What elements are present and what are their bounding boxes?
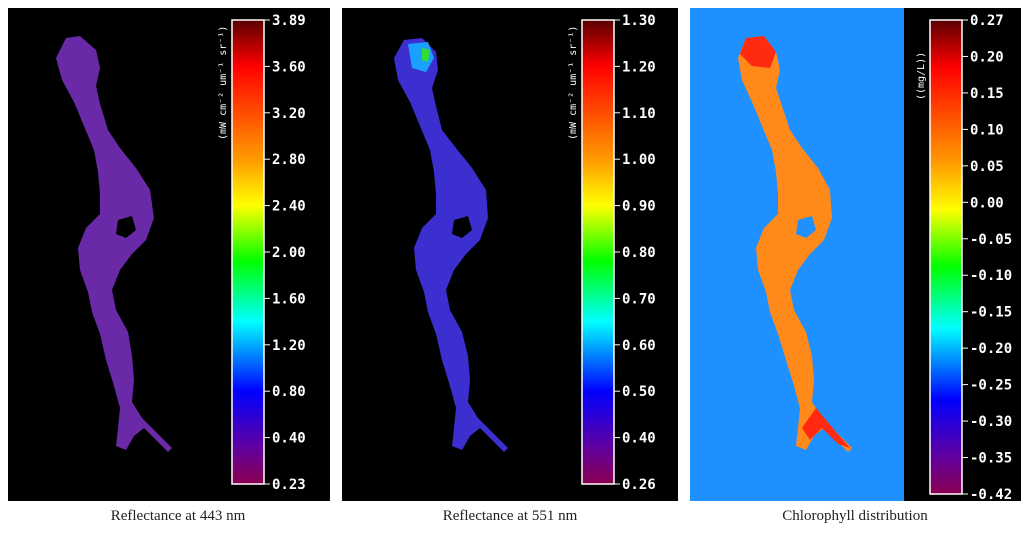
- colorbar-tick-label: 0.27: [970, 13, 1004, 29]
- colorbar-tick-label: 0.00: [970, 195, 1004, 211]
- colorbar-tick-label: 0.15: [970, 86, 1004, 102]
- colorbar-tick-label: 0.10: [970, 122, 1004, 138]
- colorbar-tick-label: 0.90: [622, 199, 656, 215]
- unit-label: ((mg/L)): [916, 52, 927, 100]
- colorbar-tick-label: 0.60: [622, 338, 656, 354]
- caption-443: Reflectance at 443 nm: [88, 508, 268, 525]
- unit-label: (mW cm⁻² um⁻¹ sr⁻¹): [218, 26, 229, 140]
- colorbar-tick-label: -0.30: [970, 414, 1012, 430]
- colorbar-tick-label: 2.80: [272, 152, 306, 168]
- caption-chlorophyll: Chlorophyll distribution: [755, 508, 955, 525]
- panel-chlorophyll: 0.27 0.20 0.15 0.10 0.05 0.00 -0.05 -0.10 -0.15 -…: [690, 8, 1021, 501]
- colorbar-tick-label: -0.25: [970, 378, 1012, 394]
- colorbar-tick-label: 3.20: [272, 106, 306, 122]
- colorbar-tick-label: -0.35: [970, 451, 1012, 467]
- colorbar-tick-label: 2.00: [272, 245, 306, 261]
- colorbar-tick-label: 1.60: [272, 291, 306, 307]
- colorbar-tick-label: -0.42: [970, 487, 1012, 501]
- colorbar-tick-label: 0.80: [272, 384, 306, 400]
- colorbar-tick-label: -0.10: [970, 268, 1012, 284]
- colorbar-tick-label: 0.70: [622, 291, 656, 307]
- unit-label: (mW cm⁻² um⁻¹ sr⁻¹): [568, 26, 579, 140]
- map-chlorophyll: 0.27 0.20 0.15 0.10 0.05 0.00 -0.05 -0.10 -0.15 -…: [690, 8, 1021, 501]
- colorbar-tick-label: 2.40: [272, 199, 306, 215]
- colorbar-tick-label: -0.15: [970, 305, 1012, 321]
- colorbar-tick-label: 0.26: [622, 477, 656, 493]
- map-551: 1.30 1.20 1.10 1.00 0.90 0.80 0.70 0.60 0.50 0.40…: [342, 8, 678, 501]
- map-443: 3.89 3.60 3.20 2.80 2.40 2.00 1.60 1.20 0.80 0.40…: [8, 8, 330, 501]
- colorbar-tick-label: 3.60: [272, 59, 306, 75]
- panel-reflectance-551: 1.30 1.20 1.10 1.00 0.90 0.80 0.70 0.60 0.50 0.40…: [342, 8, 678, 501]
- colorbar-tick-label: 0.80: [622, 245, 656, 261]
- colorbar-tick-label: 3.89: [272, 13, 306, 29]
- colorbar-tick-label: 0.50: [622, 384, 656, 400]
- colorbar-tick-label: 0.40: [622, 431, 656, 447]
- colorbar-tick-label: 1.20: [622, 59, 656, 75]
- colorbar-tick-label: 0.23: [272, 477, 306, 493]
- colorbar-tick-label: 0.20: [970, 49, 1004, 65]
- colorbar-tick-label: 1.10: [622, 106, 656, 122]
- colorbar-tick-label: 1.30: [622, 13, 656, 29]
- caption-551: Reflectance at 551 nm: [420, 508, 600, 525]
- colorbar-tick-label: -0.05: [970, 232, 1012, 248]
- colorbar-tick-label: 0.05: [970, 159, 1004, 175]
- colorbar-tick-label: -0.20: [970, 341, 1012, 357]
- colorbar-tick-label: 1.00: [622, 152, 656, 168]
- colorbar-tick-label: 1.20: [272, 338, 306, 354]
- colorbar-tick-label: 0.40: [272, 431, 306, 447]
- panel-reflectance-443: 3.89 3.60 3.20 2.80 2.40 2.00 1.60 1.20 0.80 0.40…: [8, 8, 330, 501]
